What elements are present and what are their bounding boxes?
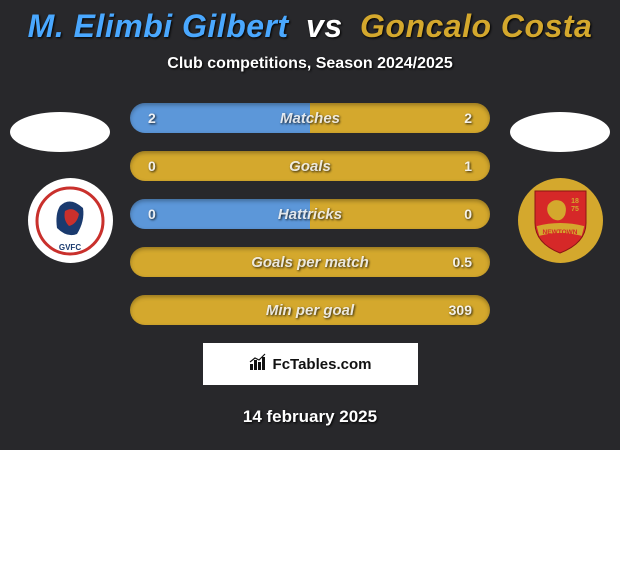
vs-text: vs (306, 8, 343, 44)
stat-right-value: 1 (464, 158, 472, 174)
stat-label: Hattricks (278, 206, 342, 223)
stat-right-value: 0 (464, 206, 472, 222)
stat-label: Goals per match (251, 254, 369, 271)
player2-name: Goncalo Costa (360, 8, 592, 44)
stat-row: 0 Hattricks 0 (20, 199, 600, 229)
bar-chart-icon (249, 353, 267, 375)
brand-box[interactable]: FcTables.com (203, 343, 418, 385)
stat-right-value: 309 (449, 302, 472, 318)
stats-area: 2 Matches 2 0 Goals 1 0 Hattricks 0 Goal… (0, 103, 620, 325)
stat-label: Goals (289, 158, 331, 175)
stat-pill-hattricks: 0 Hattricks 0 (130, 199, 490, 229)
stat-pill-gpm: Goals per match 0.5 (130, 247, 490, 277)
stat-label: Matches (280, 110, 340, 127)
stat-right-value: 0.5 (453, 254, 472, 270)
stat-pill-mpg: Min per goal 309 (130, 295, 490, 325)
stat-row: 2 Matches 2 (20, 103, 600, 133)
stat-left-value: 2 (148, 110, 156, 126)
player1-name: M. Elimbi Gilbert (28, 8, 289, 44)
stat-label: Min per goal (266, 302, 354, 319)
date-text: 14 february 2025 (0, 407, 620, 427)
stat-row: Min per goal 309 (20, 295, 600, 325)
stat-left-value: 0 (148, 206, 156, 222)
stat-row: 0 Goals 1 (20, 151, 600, 181)
comparison-card: M. Elimbi Gilbert vs Goncalo Costa Club … (0, 0, 620, 450)
stat-right-value: 2 (464, 110, 472, 126)
stat-pill-matches: 2 Matches 2 (130, 103, 490, 133)
stat-row: Goals per match 0.5 (20, 247, 600, 277)
stat-pill-goals: 0 Goals 1 (130, 151, 490, 181)
page-title: M. Elimbi Gilbert vs Goncalo Costa (0, 0, 620, 45)
subtitle: Club competitions, Season 2024/2025 (0, 55, 620, 73)
stat-left-value: 0 (148, 158, 156, 174)
brand-text: FcTables.com (273, 356, 372, 373)
